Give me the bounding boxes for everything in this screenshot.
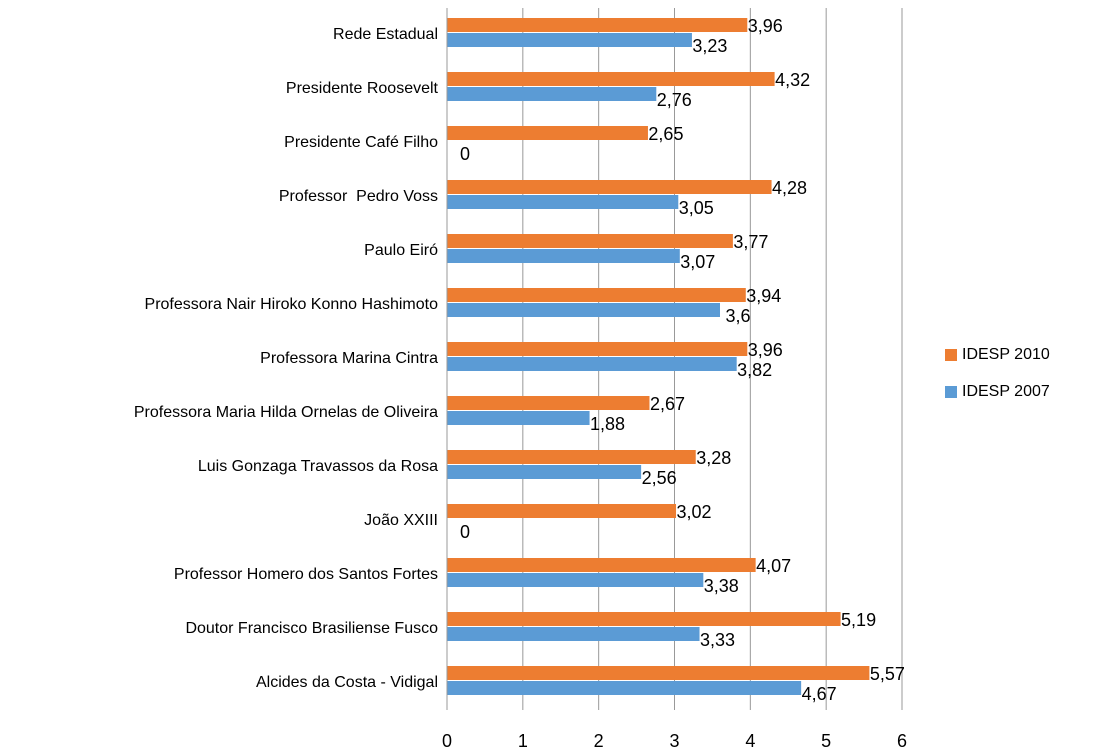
x-tick-label: 6: [897, 731, 907, 751]
data-label: 3,28: [696, 448, 731, 468]
legend-swatch: [945, 349, 957, 361]
bar: [447, 465, 642, 479]
x-tick-label: 3: [669, 731, 679, 751]
data-label: 4,28: [772, 178, 807, 198]
data-label: 5,19: [841, 610, 876, 630]
data-label: 4,67: [802, 684, 837, 704]
legend-swatch: [945, 386, 957, 398]
data-label: 3,02: [676, 502, 711, 522]
legend-label: IDESP 2010: [962, 346, 1050, 363]
y-tick-label: Professora Maria Hilda Ornelas de Olivei…: [134, 404, 438, 421]
data-label: 2,76: [657, 90, 692, 110]
bar: [447, 249, 680, 263]
bar: [447, 87, 657, 101]
data-label: 3,96: [748, 340, 783, 360]
y-tick-label: Doutor Francisco Brasiliense Fusco: [185, 620, 438, 637]
bar: [447, 234, 733, 248]
data-label: 3,77: [733, 232, 768, 252]
y-tick-label: Alcides da Costa - Vidigal: [256, 674, 438, 691]
data-label: 4,07: [756, 556, 791, 576]
bar: [447, 18, 748, 32]
data-label: 3,23: [692, 36, 727, 56]
bar: [447, 342, 748, 356]
y-tick-label: Professora Marina Cintra: [260, 350, 438, 367]
data-label: 3,33: [700, 630, 735, 650]
y-tick-label: Luis Gonzaga Travassos da Rosa: [198, 458, 438, 475]
data-label: 4,32: [775, 70, 810, 90]
data-label: 0: [460, 522, 470, 542]
y-tick-label: Presidente Roosevelt: [286, 80, 439, 97]
bar: [447, 573, 704, 587]
x-tick-label: 5: [821, 731, 831, 751]
x-tick-label: 4: [745, 731, 755, 751]
y-tick-label: Professor Homero dos Santos Fortes: [174, 566, 438, 583]
data-label: 3,05: [679, 198, 714, 218]
y-tick-label: Paulo Eiró: [364, 242, 438, 259]
bar: [447, 504, 677, 518]
bar: [447, 357, 737, 371]
bar: [447, 612, 841, 626]
x-tick-label: 0: [442, 731, 452, 751]
bar: [447, 33, 692, 47]
legend-label: IDESP 2007: [962, 383, 1050, 400]
bar: [447, 396, 650, 410]
data-label: 1,88: [590, 414, 625, 434]
bar: [447, 72, 775, 86]
bar: [447, 681, 802, 695]
data-label: 3,38: [704, 576, 739, 596]
data-label: 2,67: [650, 394, 685, 414]
bar: [447, 666, 870, 680]
y-tick-label: João XXIII: [364, 512, 438, 529]
bar: [447, 627, 700, 641]
bar: [447, 180, 772, 194]
y-tick-label: Professor Pedro Voss: [279, 188, 438, 205]
data-label: 3,96: [748, 16, 783, 36]
bar: [447, 303, 720, 317]
data-label: 3,82: [737, 360, 772, 380]
bar: [447, 411, 590, 425]
data-label: 0: [460, 144, 470, 164]
y-tick-label: Professora Nair Hiroko Konno Hashimoto: [145, 296, 439, 313]
bar: [447, 450, 696, 464]
y-tick-label: Rede Estadual: [333, 26, 438, 43]
data-label: 3,07: [680, 252, 715, 272]
bar: [447, 558, 756, 572]
data-label: 2,65: [648, 124, 683, 144]
data-label: 2,56: [642, 468, 677, 488]
x-tick-label: 1: [518, 731, 528, 751]
y-tick-label: Presidente Café Filho: [284, 134, 438, 151]
x-tick-label: 2: [594, 731, 604, 751]
bar: [447, 126, 648, 140]
bar: [447, 195, 679, 209]
data-label: 3,94: [746, 286, 781, 306]
data-label: 5,57: [870, 664, 905, 684]
data-label: 3,6: [725, 306, 750, 326]
bar: [447, 288, 746, 302]
